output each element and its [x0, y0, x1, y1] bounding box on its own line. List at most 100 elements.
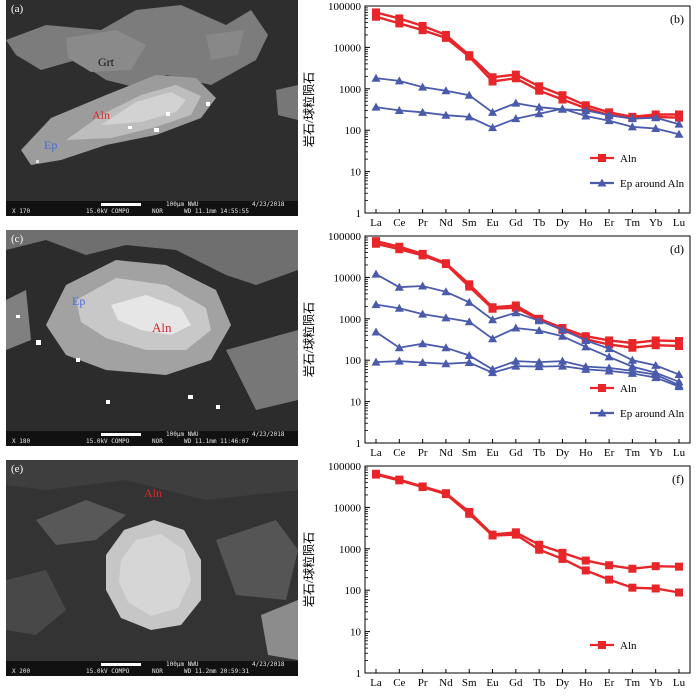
y-tick-label: 10000 [334, 272, 362, 284]
data-point-square [605, 561, 614, 570]
y-axis-label: 岩石/球粒陨石 [301, 532, 316, 607]
ree-chart-b: 1 10 100 1000 10000 100000 岩石/球粒陨石 La Ce Pr Nd Sm Eu… [300, 0, 700, 230]
bse-info-voltage: 15.0kV COMPO [86, 208, 130, 215]
x-tick-label-yb: Yb [649, 677, 663, 689]
data-point-square [675, 337, 683, 346]
data-point-square [372, 470, 380, 479]
data-point-square [675, 342, 683, 351]
x-tick-label-ho: Ho [579, 677, 593, 689]
y-tick-label: 1 [356, 668, 362, 680]
x-tick-label-gd: Gd [509, 217, 523, 229]
data-point-square [441, 33, 450, 42]
x-tick-label-la: La [370, 217, 382, 229]
data-point-triangle [418, 107, 428, 116]
data-point-square [651, 584, 660, 593]
data-point-triangle [557, 325, 567, 334]
bse-info-mag: X 180 [12, 438, 30, 445]
x-tick-label-eu: Eu [486, 447, 499, 459]
ree-chart-f: 1 10 100 1000 10000 100000 岩石/球粒陨石 La Ce Pr Nd Sm Eu… [300, 460, 700, 690]
data-point-triangle [627, 368, 637, 377]
x-tick-label-er: Er [604, 677, 615, 689]
x-tick-label-tb: Tb [533, 447, 546, 459]
panel-label: (b) [670, 12, 684, 26]
x-tick-label-ho: Ho [579, 217, 593, 229]
x-tick-label-pr: Pr [418, 677, 428, 689]
bse-info-mode: NOR [152, 438, 163, 445]
data-point-triangle [534, 102, 544, 111]
mineral-label-ep: Ep [44, 138, 58, 152]
data-point-triangle [651, 373, 661, 382]
series-ep-2 [371, 73, 684, 128]
data-point-triangle [604, 366, 614, 375]
series-ep-3 [371, 102, 684, 138]
data-point-triangle [511, 98, 521, 107]
data-point-square [535, 86, 544, 95]
y-tick-label: 100 [345, 125, 362, 137]
legend-label: Aln [620, 640, 637, 652]
mineral-label-aln: Aln [144, 486, 162, 501]
x-tick-label-er: Er [604, 447, 615, 459]
legend-label: Ep around Aln [620, 178, 685, 190]
data-point-triangle [394, 105, 404, 114]
data-point-triangle [581, 335, 591, 344]
data-point-square [511, 530, 520, 539]
ree-chart-d: 1 10 100 1000 10000 100000 岩石/球粒陨石 La Ce Pr Nd Sm Eu… [300, 230, 700, 460]
bse-info-voltage: 15.0kV COMPO [86, 438, 130, 445]
data-point-triangle [511, 361, 521, 370]
series-ep-5 [371, 356, 684, 391]
x-tick-label-ho: Ho [579, 447, 593, 459]
data-point-square [605, 336, 614, 345]
x-tick-label-ce: Ce [393, 447, 405, 459]
data-point-triangle [488, 123, 498, 132]
series-ep-2 [371, 269, 684, 379]
data-point-triangle [418, 281, 428, 290]
data-point-triangle [441, 343, 451, 352]
data-point-triangle [674, 129, 684, 138]
data-point-square [675, 562, 683, 571]
data-point-triangle [534, 109, 544, 118]
data-point-triangle [511, 323, 521, 332]
y-tick-label: 10 [350, 627, 362, 639]
data-point-triangle [441, 86, 451, 95]
x-tick-label-dy: Dy [556, 217, 570, 229]
x-tick-label-nd: Nd [439, 447, 453, 459]
data-point-triangle [627, 362, 637, 371]
y-tick-label: 1 [356, 208, 362, 220]
data-point-square [628, 583, 637, 592]
bse-info-wd: WD 11.2mm 20:59:31 [184, 668, 249, 675]
y-tick-label: 100 [345, 355, 362, 367]
data-point-square [581, 556, 590, 565]
data-point-triangle [371, 327, 381, 336]
x-tick-label-pr: Pr [418, 447, 428, 459]
data-point-square [372, 8, 380, 17]
data-point-triangle [581, 111, 591, 120]
plot-frame [364, 465, 691, 674]
data-point-square [651, 562, 660, 571]
data-point-square [488, 77, 497, 86]
data-point-triangle [441, 359, 451, 368]
data-point-square [675, 113, 683, 122]
data-point-triangle [394, 343, 404, 352]
x-tick-label-tb: Tb [533, 217, 546, 229]
data-point-triangle [651, 113, 661, 122]
data-point-square [628, 564, 637, 573]
data-point-triangle [418, 82, 428, 91]
y-axis-label: 岩石/球粒陨石 [301, 72, 316, 147]
x-tick-label-yb: Yb [649, 447, 663, 459]
legend-entry-ep: Ep around Aln [590, 178, 685, 190]
data-point-square [651, 341, 660, 350]
data-point-square [418, 483, 427, 492]
y-tick-label: 10000 [334, 502, 362, 514]
data-point-square [395, 19, 404, 28]
data-point-triangle [464, 90, 474, 99]
data-point-square [605, 575, 614, 584]
bse-info-mode: NOR [152, 668, 163, 675]
data-point-square [441, 490, 450, 499]
series-ep-4 [371, 327, 684, 389]
data-point-triangle [651, 123, 661, 132]
panel-label-c: (c) [11, 233, 24, 245]
data-point-square [465, 52, 474, 61]
y-tick-label: 10 [350, 167, 362, 179]
mineral-label-ep: Ep [72, 294, 86, 308]
x-tick-label-la: La [370, 677, 382, 689]
